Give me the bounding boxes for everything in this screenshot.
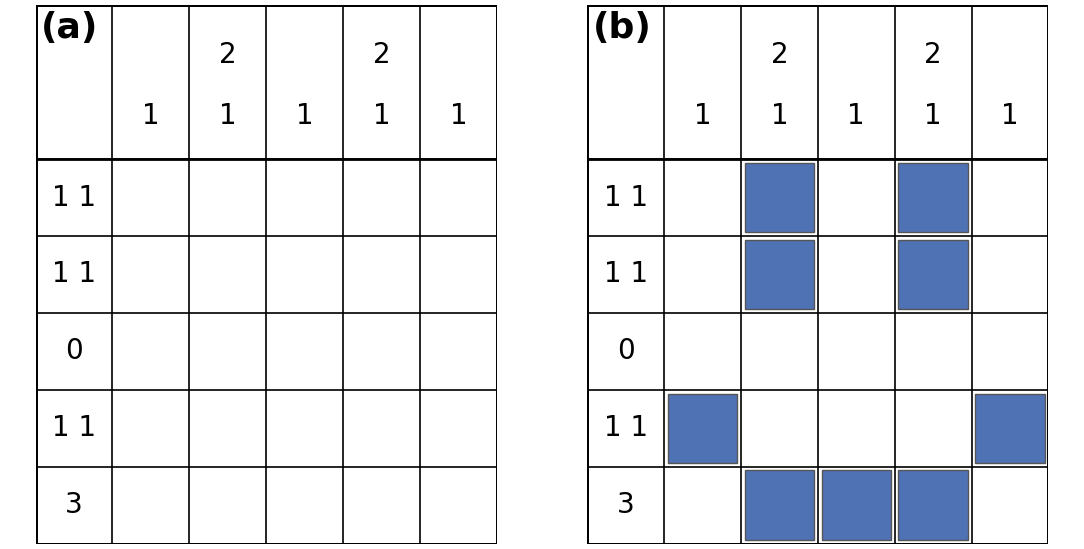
Text: 2: 2 (925, 41, 942, 69)
Bar (745, 470, 814, 540)
Text: 1: 1 (925, 102, 942, 130)
Text: 1 1: 1 1 (604, 183, 648, 212)
Text: 3: 3 (65, 491, 83, 519)
Text: 2: 2 (219, 41, 236, 69)
Bar (976, 394, 1045, 463)
Text: 1: 1 (694, 102, 711, 130)
Text: 1: 1 (142, 102, 159, 130)
Text: 0: 0 (617, 337, 634, 366)
Text: 1: 1 (848, 102, 865, 130)
Text: 1: 1 (771, 102, 788, 130)
Text: 1: 1 (1002, 102, 1019, 130)
Bar (822, 470, 891, 540)
Text: 2: 2 (771, 41, 788, 69)
Bar (899, 470, 968, 540)
Bar (668, 394, 737, 463)
Text: (b): (b) (593, 11, 651, 45)
Bar (745, 163, 814, 232)
Bar (899, 240, 968, 309)
Text: 2: 2 (373, 41, 390, 69)
Text: 1 1: 1 1 (52, 183, 96, 212)
Text: (a): (a) (41, 11, 99, 45)
Text: 0: 0 (65, 337, 83, 366)
Text: 1 1: 1 1 (604, 260, 648, 289)
Bar (899, 163, 968, 232)
Text: 1: 1 (450, 102, 467, 130)
Text: 3: 3 (617, 491, 634, 519)
Text: 1: 1 (219, 102, 236, 130)
Bar (745, 240, 814, 309)
Text: 1: 1 (373, 102, 390, 130)
Text: 1 1: 1 1 (604, 414, 648, 442)
Text: 1 1: 1 1 (52, 260, 96, 289)
Text: 1 1: 1 1 (52, 414, 96, 442)
Text: 1: 1 (296, 102, 313, 130)
